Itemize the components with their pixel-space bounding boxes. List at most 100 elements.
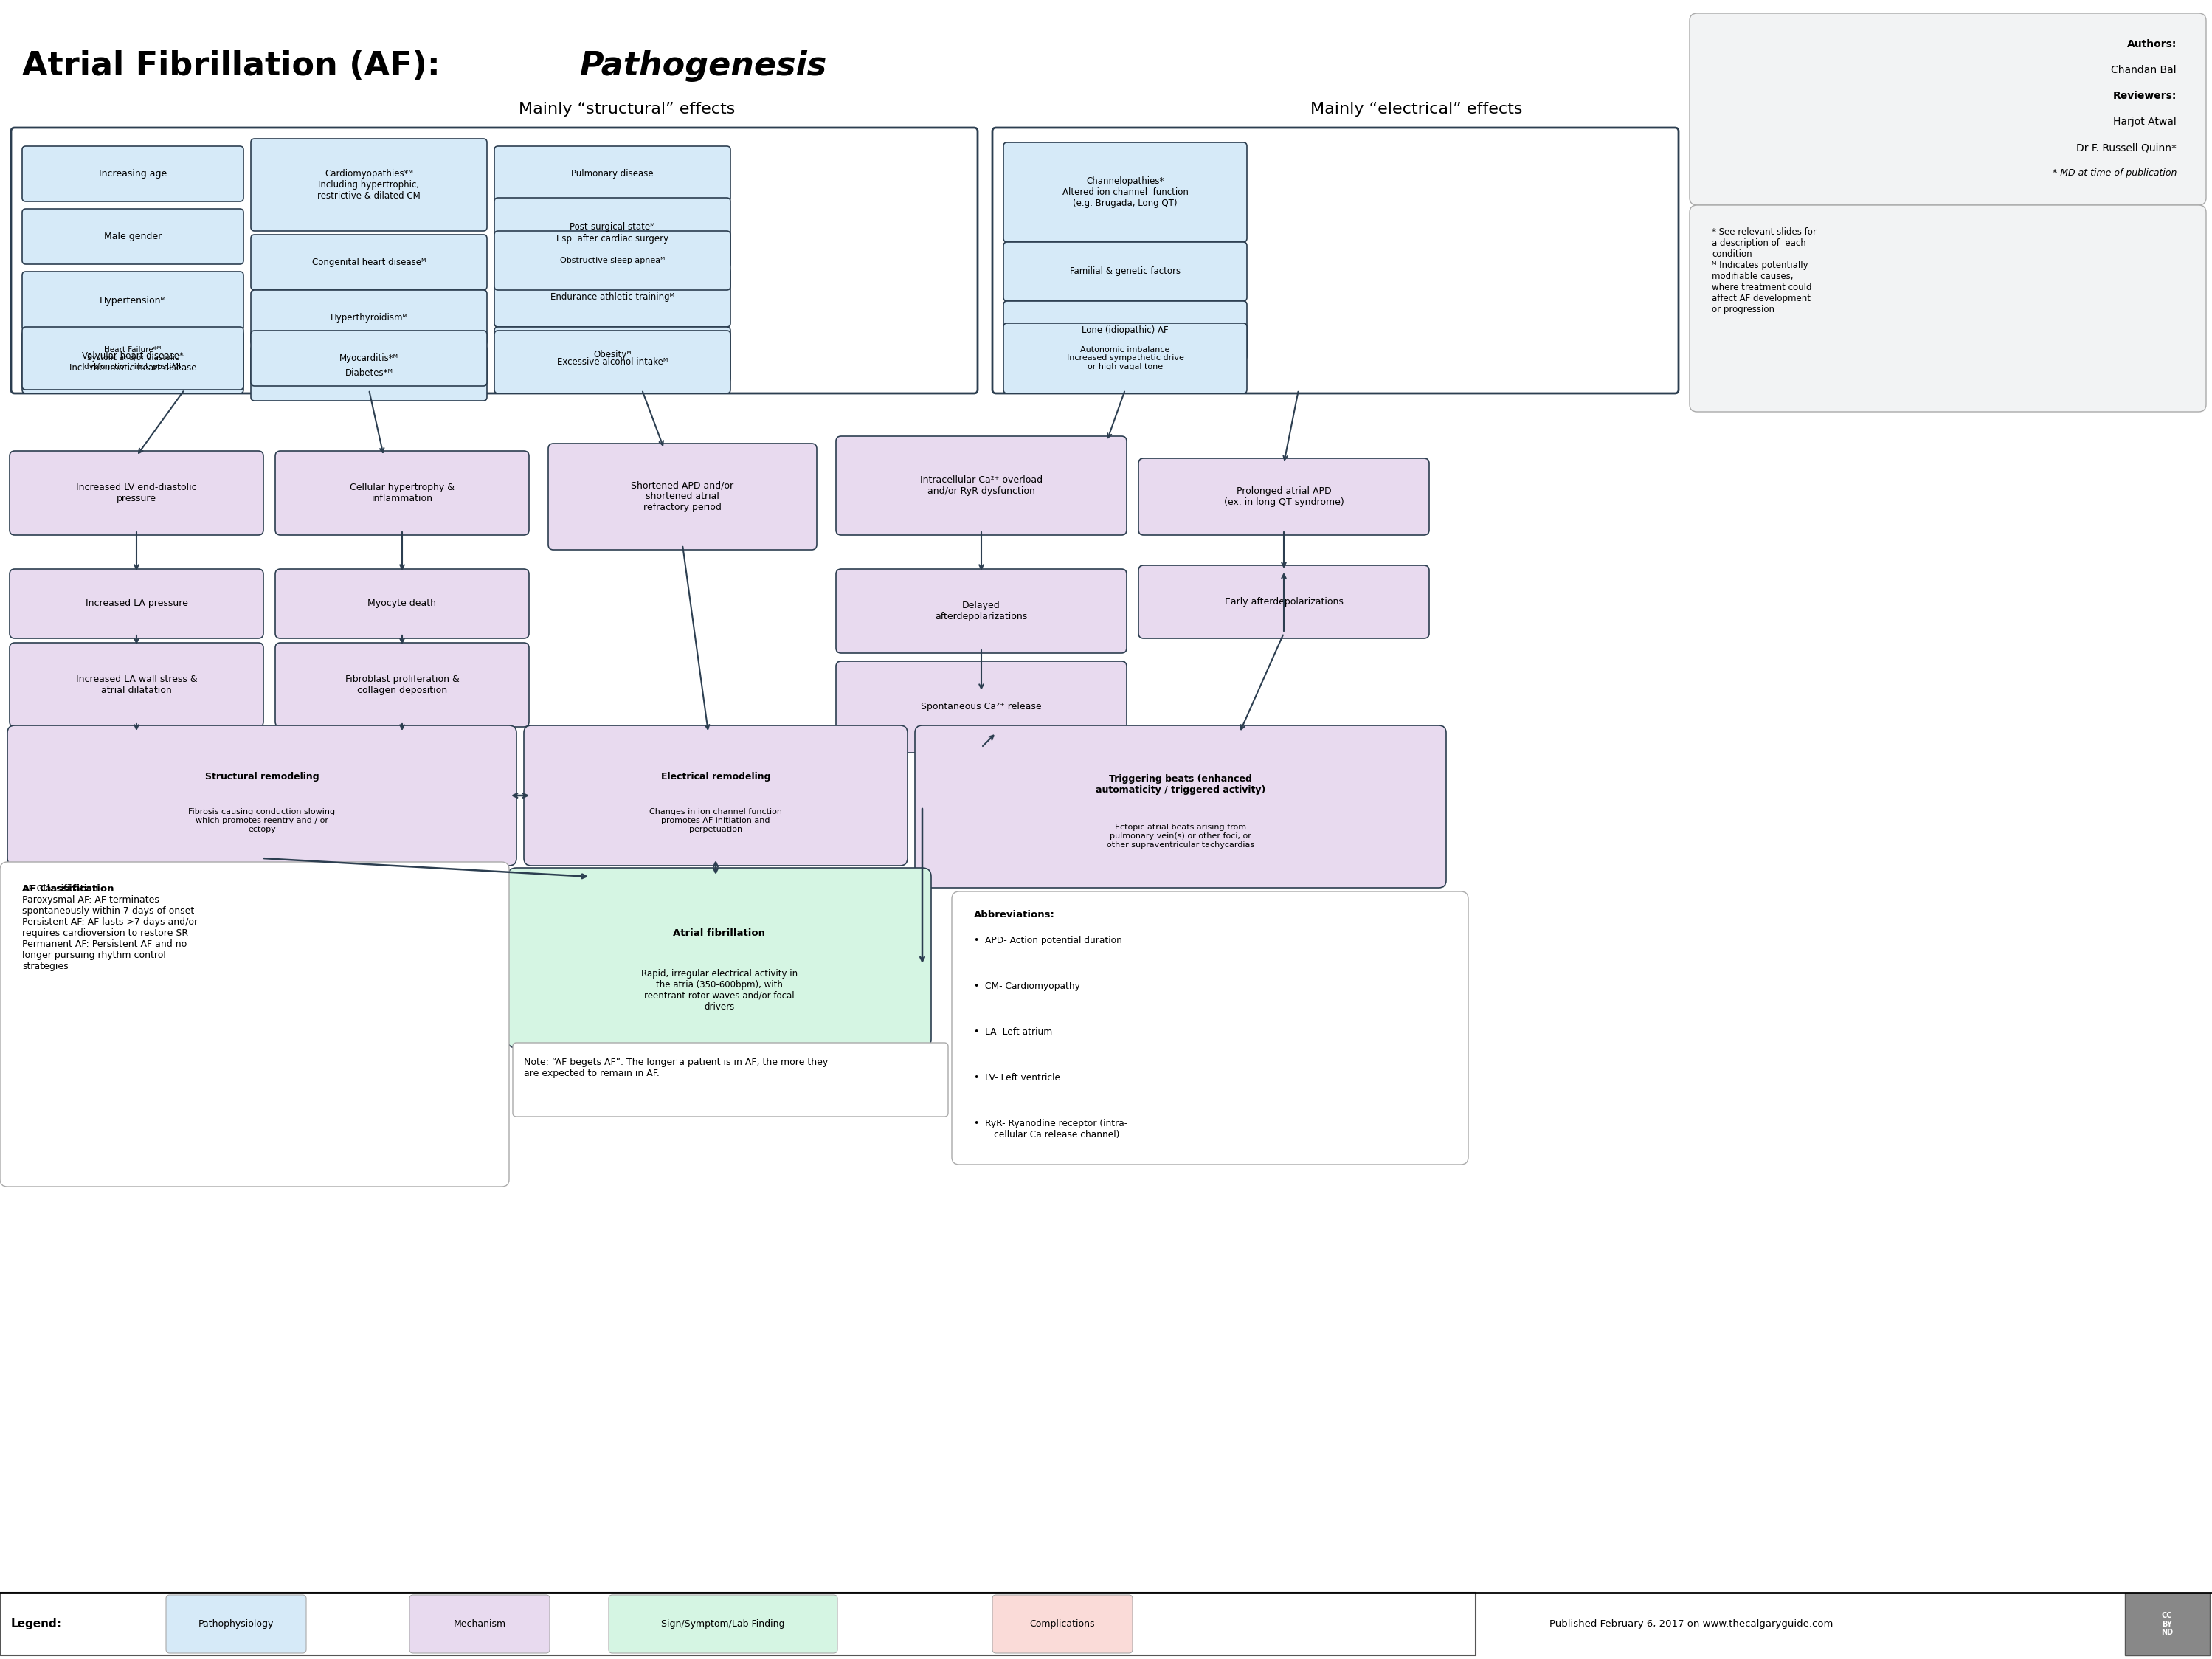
Text: Changes in ion channel function
promotes AF initiation and
perpetuation: Changes in ion channel function promotes… [650, 808, 783, 833]
Text: Spontaneous Ca²⁺ release: Spontaneous Ca²⁺ release [920, 702, 1042, 712]
Text: Rapid, irregular electrical activity in
the atria (350-600bpm), with
reentrant r: Rapid, irregular electrical activity in … [641, 969, 799, 1012]
FancyBboxPatch shape [916, 725, 1447, 888]
Text: Congenital heart diseaseᴹ: Congenital heart diseaseᴹ [312, 257, 427, 267]
Text: Atrial Fibrillation (AF):: Atrial Fibrillation (AF): [22, 50, 451, 81]
FancyBboxPatch shape [0, 863, 509, 1186]
FancyBboxPatch shape [836, 436, 1126, 536]
Text: Chandan Bal: Chandan Bal [2110, 65, 2177, 75]
FancyBboxPatch shape [493, 197, 730, 267]
FancyBboxPatch shape [250, 139, 487, 231]
Text: Male gender: Male gender [104, 232, 161, 241]
Text: Heart Failure*ᴹ
Systolic and/or diastolic
dysfunction, incl. post-MI: Heart Failure*ᴹ Systolic and/or diastoli… [84, 347, 181, 370]
Text: Complications: Complications [1031, 1619, 1095, 1629]
FancyBboxPatch shape [1690, 13, 2205, 206]
FancyBboxPatch shape [993, 128, 1679, 393]
FancyBboxPatch shape [22, 146, 243, 201]
FancyBboxPatch shape [549, 443, 816, 549]
FancyBboxPatch shape [513, 1044, 949, 1117]
Text: Abbreviations:: Abbreviations: [973, 909, 1055, 919]
Text: Autonomic imbalance
Increased sympathetic drive
or high vagal tone: Autonomic imbalance Increased sympatheti… [1066, 347, 1183, 370]
Text: •  LA- Left atrium: • LA- Left atrium [973, 1027, 1053, 1037]
FancyBboxPatch shape [22, 209, 243, 264]
FancyBboxPatch shape [524, 725, 907, 866]
Text: Sign/Symptom/Lab Finding: Sign/Symptom/Lab Finding [661, 1619, 785, 1629]
Text: Pathophysiology: Pathophysiology [199, 1619, 274, 1629]
Text: Triggering beats (enhanced
automaticity / triggered activity): Triggering beats (enhanced automaticity … [1095, 775, 1265, 795]
Text: Cardiomyopathies*ᴹ
Including hypertrophic,
restrictive & dilated CM: Cardiomyopathies*ᴹ Including hypertrophi… [316, 169, 420, 201]
Text: Harjot Atwal: Harjot Atwal [2112, 116, 2177, 128]
FancyBboxPatch shape [250, 330, 487, 387]
Text: Post-surgical stateᴹ
Esp. after cardiac surgery: Post-surgical stateᴹ Esp. after cardiac … [555, 222, 668, 244]
Text: Channelopathies*
Altered ion channel  function
(e.g. Brugada, Long QT): Channelopathies* Altered ion channel fun… [1062, 176, 1188, 207]
FancyBboxPatch shape [951, 891, 1469, 1165]
FancyBboxPatch shape [409, 1594, 549, 1652]
Text: Valvular heart disease*
Incl. rheumatic heart disease: Valvular heart disease* Incl. rheumatic … [69, 352, 197, 372]
FancyBboxPatch shape [166, 1594, 305, 1652]
FancyBboxPatch shape [274, 569, 529, 639]
Text: •  RyR- Ryanodine receptor (intra-
       cellular Ca release channel): • RyR- Ryanodine receptor (intra- cellul… [973, 1118, 1128, 1140]
Text: Obstructive sleep apneaᴹ: Obstructive sleep apneaᴹ [560, 257, 666, 264]
Text: Increasing age: Increasing age [100, 169, 166, 179]
FancyBboxPatch shape [507, 868, 931, 1048]
FancyBboxPatch shape [250, 290, 487, 345]
FancyBboxPatch shape [9, 642, 263, 727]
FancyBboxPatch shape [7, 725, 515, 866]
FancyBboxPatch shape [493, 231, 730, 290]
Text: Prolonged atrial APD
(ex. in long QT syndrome): Prolonged atrial APD (ex. in long QT syn… [1223, 486, 1345, 508]
FancyBboxPatch shape [274, 642, 529, 727]
FancyBboxPatch shape [1004, 242, 1248, 300]
FancyBboxPatch shape [274, 451, 529, 536]
Text: Familial & genetic factors: Familial & genetic factors [1071, 267, 1181, 277]
Text: Hyperthyroidismᴹ: Hyperthyroidismᴹ [330, 314, 407, 322]
Text: Dr F. Russell Quinn*: Dr F. Russell Quinn* [2077, 143, 2177, 153]
Text: Hypertensionᴹ: Hypertensionᴹ [100, 297, 166, 305]
Text: Endurance athletic trainingᴹ: Endurance athletic trainingᴹ [551, 292, 675, 302]
Text: Obesityᴹ: Obesityᴹ [593, 350, 630, 360]
FancyBboxPatch shape [22, 272, 243, 330]
Text: Increased LA wall stress &
atrial dilatation: Increased LA wall stress & atrial dilata… [75, 675, 197, 695]
Text: Published February 6, 2017 on www.thecalgaryguide.com: Published February 6, 2017 on www.thecal… [1548, 1619, 1834, 1629]
Text: Note: “AF begets AF”. The longer a patient is in AF, the more they
are expected : Note: “AF begets AF”. The longer a patie… [524, 1057, 827, 1078]
Text: Myocarditis*ᴹ: Myocarditis*ᴹ [338, 353, 398, 363]
FancyBboxPatch shape [11, 128, 978, 393]
FancyBboxPatch shape [493, 330, 730, 393]
Text: Reviewers:: Reviewers: [2112, 91, 2177, 101]
FancyBboxPatch shape [1139, 458, 1429, 536]
FancyBboxPatch shape [1690, 206, 2205, 411]
Text: Lone (idiopathic) AF: Lone (idiopathic) AF [1082, 325, 1168, 335]
Text: Early afterdepolarizations: Early afterdepolarizations [1225, 597, 1343, 607]
Text: * See relevant slides for
a description of  each
condition
ᴹ Indicates potential: * See relevant slides for a description … [1712, 227, 1816, 315]
FancyBboxPatch shape [836, 662, 1126, 753]
FancyBboxPatch shape [2126, 1593, 2210, 1656]
FancyBboxPatch shape [993, 1594, 1133, 1652]
FancyBboxPatch shape [493, 327, 730, 382]
FancyBboxPatch shape [22, 330, 243, 393]
Text: Atrial fibrillation: Atrial fibrillation [672, 929, 765, 939]
Text: •  LV- Left ventricle: • LV- Left ventricle [973, 1073, 1060, 1083]
Text: Mainly “electrical” effects: Mainly “electrical” effects [1310, 101, 1522, 116]
Text: Myocyte death: Myocyte death [367, 599, 436, 609]
Text: Excessive alcohol intakeᴹ: Excessive alcohol intakeᴹ [557, 357, 668, 367]
Text: Increased LV end-diastolic
pressure: Increased LV end-diastolic pressure [75, 483, 197, 503]
Text: AF Classification: AF Classification [22, 884, 115, 894]
Text: CC
BY
ND: CC BY ND [2161, 1611, 2172, 1636]
FancyBboxPatch shape [0, 1593, 1475, 1656]
Text: •  CM- Cardiomyopathy: • CM- Cardiomyopathy [973, 982, 1079, 990]
Text: Ectopic atrial beats arising from
pulmonary vein(s) or other foci, or
other supr: Ectopic atrial beats arising from pulmon… [1106, 825, 1254, 848]
Text: Fibroblast proliferation &
collagen deposition: Fibroblast proliferation & collagen depo… [345, 675, 460, 695]
Text: Delayed
afterdepolarizations: Delayed afterdepolarizations [936, 601, 1029, 622]
FancyBboxPatch shape [9, 569, 263, 639]
FancyBboxPatch shape [1004, 143, 1248, 242]
Text: Diabetes*ᴹ: Diabetes*ᴹ [345, 368, 394, 378]
FancyBboxPatch shape [250, 345, 487, 401]
Text: Pathogenesis: Pathogenesis [580, 50, 827, 81]
FancyBboxPatch shape [9, 451, 263, 536]
FancyBboxPatch shape [493, 146, 730, 201]
Text: Fibrosis causing conduction slowing
which promotes reentry and / or
ectopy: Fibrosis causing conduction slowing whic… [188, 808, 336, 833]
FancyBboxPatch shape [493, 267, 730, 327]
Text: AF Classification
Paroxysmal AF: AF terminates
spontaneously within 7 days of on: AF Classification Paroxysmal AF: AF term… [22, 884, 197, 971]
Text: Authors:: Authors: [2128, 40, 2177, 50]
FancyBboxPatch shape [608, 1594, 838, 1652]
FancyBboxPatch shape [1004, 300, 1248, 360]
Text: Structural remodeling: Structural remodeling [206, 771, 319, 781]
